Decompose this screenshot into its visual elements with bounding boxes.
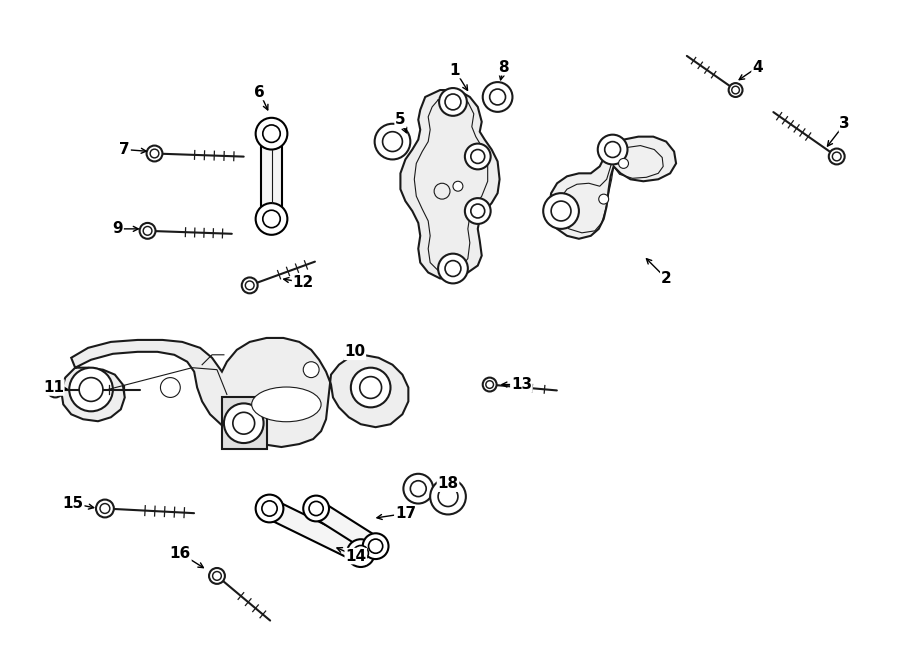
Circle shape [445, 261, 461, 277]
Polygon shape [261, 134, 283, 219]
Text: 12: 12 [292, 275, 314, 290]
Circle shape [465, 144, 491, 169]
Polygon shape [311, 501, 381, 553]
Circle shape [69, 367, 112, 411]
Circle shape [363, 534, 389, 559]
Polygon shape [61, 338, 409, 447]
Text: 16: 16 [170, 545, 191, 561]
Circle shape [471, 204, 485, 218]
Circle shape [351, 367, 391, 407]
Circle shape [374, 124, 410, 160]
Circle shape [262, 501, 277, 516]
Text: 7: 7 [120, 142, 130, 157]
Circle shape [147, 146, 162, 162]
Text: 18: 18 [437, 476, 459, 491]
Circle shape [598, 134, 627, 164]
Polygon shape [222, 397, 266, 449]
Circle shape [48, 381, 63, 397]
Polygon shape [266, 500, 365, 562]
Circle shape [233, 412, 255, 434]
Circle shape [224, 403, 264, 443]
Circle shape [96, 500, 113, 518]
Circle shape [445, 94, 461, 110]
Circle shape [256, 203, 287, 235]
Circle shape [471, 150, 485, 164]
Circle shape [368, 539, 382, 553]
Circle shape [430, 479, 466, 514]
Circle shape [263, 211, 280, 228]
Circle shape [482, 377, 497, 391]
Circle shape [439, 88, 467, 116]
Text: 9: 9 [112, 221, 123, 236]
Text: 15: 15 [63, 496, 84, 511]
Text: 2: 2 [661, 271, 671, 286]
Text: 14: 14 [346, 549, 366, 563]
Circle shape [209, 568, 225, 584]
Circle shape [598, 194, 608, 204]
Circle shape [453, 181, 463, 191]
Circle shape [382, 132, 402, 152]
Text: 6: 6 [254, 85, 265, 99]
Circle shape [79, 377, 103, 401]
Circle shape [410, 481, 427, 496]
Ellipse shape [252, 387, 321, 422]
Text: 10: 10 [344, 344, 365, 359]
Circle shape [346, 540, 374, 567]
Circle shape [263, 125, 280, 142]
Text: 5: 5 [395, 113, 406, 127]
Circle shape [729, 83, 742, 97]
Circle shape [256, 495, 284, 522]
Circle shape [438, 487, 458, 506]
Circle shape [309, 501, 323, 516]
Circle shape [242, 277, 257, 293]
Circle shape [438, 254, 468, 283]
Circle shape [303, 496, 329, 522]
Text: 11: 11 [43, 380, 64, 395]
Circle shape [303, 361, 320, 377]
Circle shape [829, 148, 845, 164]
Text: 8: 8 [499, 60, 508, 75]
Circle shape [544, 193, 579, 229]
Circle shape [482, 82, 512, 112]
Text: 1: 1 [450, 63, 460, 77]
Text: 13: 13 [511, 377, 532, 392]
Polygon shape [549, 136, 676, 239]
Circle shape [160, 377, 180, 397]
Circle shape [490, 89, 506, 105]
Text: 4: 4 [752, 60, 762, 75]
Circle shape [353, 545, 368, 561]
Text: 3: 3 [840, 117, 850, 131]
Circle shape [256, 118, 287, 150]
Circle shape [618, 158, 628, 168]
Polygon shape [400, 90, 500, 279]
Text: 17: 17 [395, 506, 416, 521]
Circle shape [360, 377, 382, 399]
Circle shape [465, 198, 491, 224]
Circle shape [605, 142, 621, 158]
Circle shape [403, 474, 433, 504]
Circle shape [434, 183, 450, 199]
Circle shape [140, 223, 156, 239]
Circle shape [551, 201, 571, 221]
